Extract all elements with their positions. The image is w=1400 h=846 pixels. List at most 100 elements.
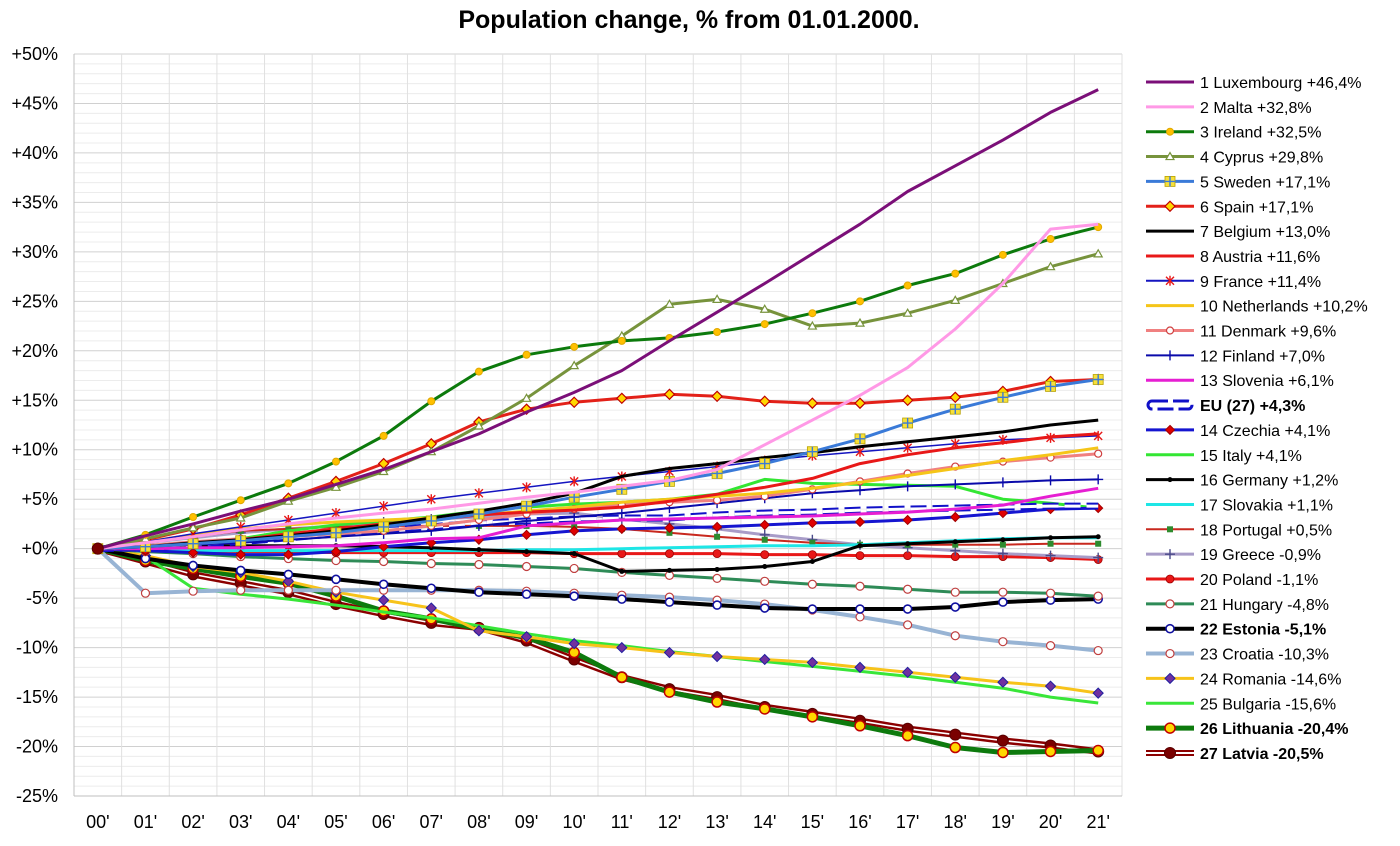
data-point [615,392,628,405]
data-point [331,585,341,595]
data-point [950,602,961,612]
data-point [236,585,246,595]
x-tick-label: 15' [801,812,824,832]
data-point [950,511,961,523]
legend-marker [1167,526,1173,533]
data-point [664,299,675,308]
legend-label: 25 Bulgaria -15,6% [1200,696,1336,713]
y-tick-label: +5% [21,489,58,509]
data-point-cross [807,446,818,457]
data-point [997,746,1009,759]
data-point [759,603,770,613]
x-tick-label: 09' [515,812,538,832]
data-point [950,295,961,304]
data-point [758,395,771,408]
data-point [808,309,817,318]
series-line [97,222,1099,551]
legend-item: 3 Ireland +32,5% [1146,125,1321,142]
legend-label: 21 Hungary -4,8% [1200,597,1329,614]
legend-item: 24 Romania -14,6% [1146,671,1341,688]
legend-label: 24 Romania -14,6% [1200,671,1341,688]
legend-item: 6 Spain +17,1% [1146,199,1313,216]
data-point [522,350,531,359]
legend-label: 26 Lithuania -20,4% [1200,721,1349,738]
data-point [997,676,1009,688]
data-point [616,523,628,535]
data-point [663,388,676,401]
legend-marker-cross [1165,176,1175,187]
data-point [949,671,961,683]
series-line [97,88,1099,551]
legend-swatch [1146,399,1194,411]
data-point [760,576,770,586]
legend-item: 18 Portugal +0,5% [1146,522,1332,539]
series-1 [97,222,1099,551]
chart-title: Population change, % from 01.01.2000. [458,6,920,34]
y-tick-label: -10% [16,638,58,658]
data-point [663,646,676,659]
data-point [950,479,961,490]
data-point [377,594,390,606]
data-point [854,661,866,674]
data-point [1095,534,1101,540]
legend-marker [1164,672,1176,685]
legend-item: EU (27) +4,3% [1146,398,1305,415]
data-point [952,541,959,548]
x-tick-label: 08' [467,812,490,832]
data-point [568,637,580,650]
legend-marker [1164,722,1176,734]
data-point [425,602,437,614]
data-point [1047,540,1054,547]
data-point [855,485,865,496]
x-tick-label: 19' [991,812,1014,832]
data-point-cross [331,527,341,538]
data-point [759,304,770,313]
data-point [1093,474,1104,485]
x-tick-label: 14' [753,812,776,832]
legend-item: 16 Germany +1,2% [1146,473,1338,490]
legend-label: 9 France +11,4% [1200,274,1321,291]
data-point [806,711,819,723]
data-point [759,519,770,531]
data-point [1044,745,1057,758]
y-tick-label: +25% [11,291,58,311]
legend-label: 11 Denmark +9,6% [1200,324,1336,341]
data-point [331,555,341,566]
data-point [806,656,819,669]
series-line [97,486,1099,551]
data-point [569,476,579,487]
data-point [378,579,389,590]
legend-item: 23 Croatia -10,3% [1146,647,1329,664]
data-point [1093,645,1103,656]
series-line [97,546,1099,755]
data-point [854,720,866,732]
data-point [330,546,342,557]
legend-item: 10 Netherlands +10,2% [1146,299,1368,316]
legend-marker [1165,599,1175,609]
data-point [711,390,723,403]
data-point [760,320,769,329]
data-point [616,508,627,519]
legend-item: 9 France +11,4% [1146,274,1321,291]
legend: 1 Luxembourg +46,4% 2 Malta +32,8% 3 Irela… [1146,75,1368,763]
data-point [379,556,389,567]
data-point [663,686,676,698]
data-point [568,396,581,409]
data-point [1093,552,1104,563]
legend-marker [1165,623,1175,634]
data-point [473,420,484,430]
data-point [331,574,341,585]
data-point [1044,680,1057,692]
data-point [998,587,1008,597]
data-point [997,477,1008,488]
axis-layer: +50% +45% +40% +35% +30% +25% +20% +15% +10% +5% +… [11,44,1122,832]
data-point [997,548,1008,559]
data-point [1000,537,1006,543]
legend-label: 20 Poland -1,1% [1200,572,1318,589]
x-tick-label: 13' [705,812,728,832]
x-tick-label: 17' [896,812,919,832]
y-tick-label: +50% [11,44,58,64]
legend-item: 15 Italy +4,1% [1146,448,1302,465]
data-point [997,507,1009,519]
legend-marker [1165,275,1175,286]
